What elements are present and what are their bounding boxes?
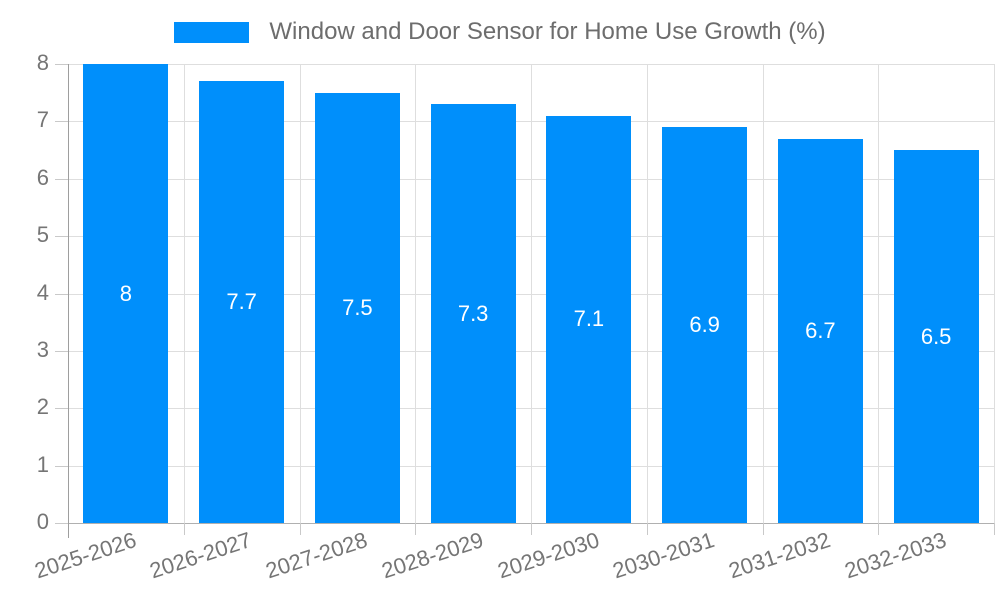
y-tick — [55, 408, 68, 410]
bar-2029-2030[interactable]: 7.1 — [546, 115, 632, 523]
x-gridline — [878, 64, 880, 523]
legend: Window and Door Sensor for Home Use Grow… — [0, 18, 1000, 46]
x-axis-tick-label: 2028-2029 — [378, 527, 487, 584]
y-axis-tick-label: 3 — [36, 336, 49, 362]
x-axis-labels: 2025-2026 2026-2027 2027-2028 2028-2029 2029… — [31, 523, 994, 600]
bar-value-label: 7.3 — [457, 300, 489, 326]
y-tick — [55, 121, 68, 123]
bar-value-label: 8 — [119, 280, 132, 306]
bar-value-label: 6.9 — [689, 312, 720, 338]
x-tick — [762, 523, 764, 535]
x-tick — [415, 523, 417, 535]
y-axis-tick-label: 2 — [36, 394, 49, 420]
y-tick — [55, 293, 68, 295]
x-axis-tick-label: 2025-2026 — [31, 527, 139, 584]
x-axis-tick-label: 2030-2031 — [609, 527, 718, 584]
x-axis-tick-label: 2026-2027 — [146, 527, 255, 584]
y-axis-tick-label: 1 — [36, 451, 49, 477]
y-tick — [55, 236, 68, 238]
y-tick — [55, 178, 68, 180]
bar-2027-2028[interactable]: 7.5 — [314, 92, 400, 523]
x-tick — [183, 523, 185, 535]
bar-2026-2027[interactable]: 7.7 — [199, 81, 285, 523]
y-axis-tick-label: 5 — [36, 222, 49, 248]
y-axis-tick-label: 4 — [36, 279, 49, 305]
y-axis-tick-label: 7 — [36, 107, 49, 133]
x-gridline — [531, 64, 532, 523]
bar-2031-2032[interactable]: 6.7 — [777, 138, 863, 523]
y-axis-tick-label: 8 — [36, 50, 49, 76]
x-axis-tick-label: 2027-2028 — [262, 527, 371, 584]
x-gridline — [299, 64, 301, 523]
y-axis-line — [68, 64, 69, 523]
x-tick — [68, 523, 69, 538]
x-gridline — [415, 64, 417, 523]
x-tick — [531, 523, 532, 535]
legend-swatch — [174, 21, 250, 43]
x-axis-tick-label: 2029-2030 — [494, 527, 602, 584]
x-gridline — [646, 64, 648, 523]
y-tick — [55, 523, 68, 524]
x-gridline — [762, 64, 764, 523]
x-tick — [994, 523, 995, 535]
bar-2030-2031[interactable]: 6.9 — [662, 127, 748, 523]
plot-area: 0 1 2 3 4 5 6 7 8 8 7.7 7.5 7.3 7.1 6.9 6.7 6.5 — [37, 52, 995, 538]
bar-value-label: 7.7 — [226, 289, 257, 315]
y-axis-tick-label: 6 — [36, 164, 49, 190]
y-axis-tick-label: 0 — [36, 509, 49, 535]
bar-2028-2029[interactable]: 7.3 — [430, 104, 516, 523]
bar-value-label: 7.5 — [342, 294, 373, 320]
bar-value-label: 6.5 — [920, 323, 952, 349]
x-tick — [299, 523, 301, 535]
legend-label: Window and Door Sensor for Home Use Grow… — [269, 18, 826, 45]
bar-value-label: 7.1 — [573, 306, 605, 332]
x-tick — [878, 523, 880, 535]
y-tick — [55, 350, 68, 352]
x-gridline — [994, 64, 995, 523]
bar-2032-2033[interactable]: 6.5 — [893, 150, 979, 523]
x-axis-tick-label: 2031-2032 — [725, 527, 834, 584]
y-tick — [55, 465, 68, 467]
y-tick — [55, 64, 68, 65]
x-gridline — [183, 64, 185, 523]
x-axis-tick-label: 2032-2033 — [841, 527, 950, 584]
bar-2025-2026[interactable]: 8 — [83, 64, 169, 523]
legend-item[interactable]: Window and Door Sensor for Home Use Grow… — [174, 18, 826, 46]
bar-value-label: 6.7 — [805, 317, 836, 343]
x-tick — [646, 523, 648, 535]
